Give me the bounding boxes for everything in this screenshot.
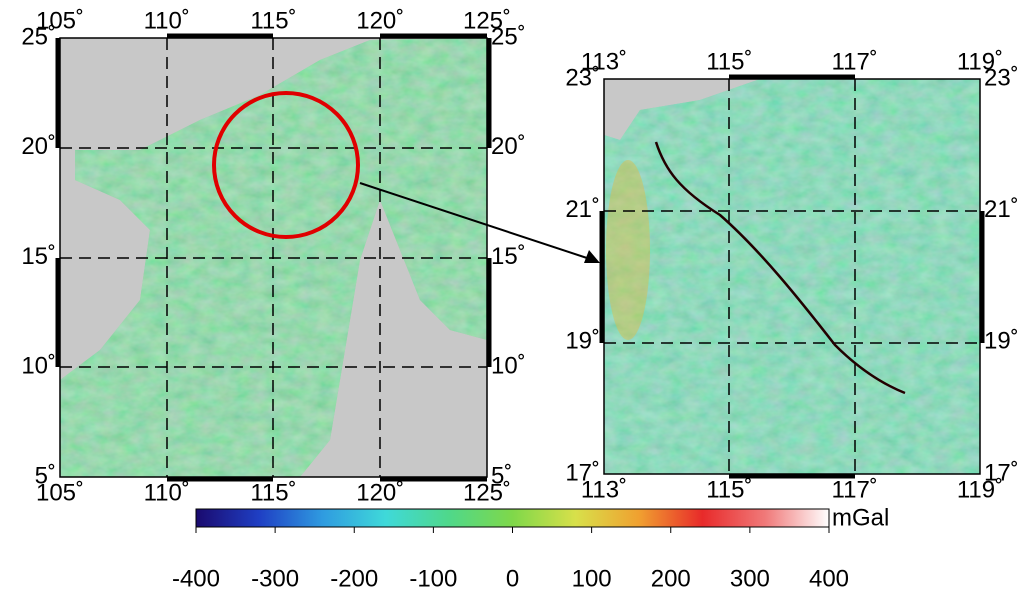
colorbar — [196, 509, 829, 527]
lon-label: 117˚ — [832, 48, 878, 75]
lat-label: 10˚ — [491, 353, 526, 380]
colorbar-tick-label: -400 — [172, 565, 220, 592]
lat-label: 17˚ — [984, 459, 1019, 486]
lat-label: 25˚ — [21, 23, 56, 50]
lat-label: 19˚ — [984, 328, 1019, 355]
lon-label: 115˚ — [706, 48, 752, 75]
lat-label: 15˚ — [491, 243, 526, 270]
colorbar-tick-label: 100 — [572, 565, 612, 592]
anomaly-field — [604, 79, 980, 474]
lon-label: 117˚ — [832, 476, 878, 503]
lat-label: 23˚ — [984, 64, 1019, 91]
figure: mGal 105˚105˚110˚110˚115˚115˚120˚120˚125… — [0, 0, 1030, 594]
lat-label: 10˚ — [21, 353, 56, 380]
lat-label: 17˚ — [565, 459, 600, 486]
lat-label: 23˚ — [565, 64, 600, 91]
lat-label: 20˚ — [491, 133, 526, 160]
lat-label: 5˚ — [35, 462, 56, 489]
lat-label: 25˚ — [491, 23, 526, 50]
lat-label: 21˚ — [565, 196, 600, 223]
lat-label: 5˚ — [491, 462, 512, 489]
lon-label: 115˚ — [706, 476, 752, 503]
colorbar-tick-label: 400 — [809, 565, 849, 592]
lon-label: 110˚ — [144, 7, 190, 34]
lat-label: 21˚ — [984, 196, 1019, 223]
lon-label: 120˚ — [356, 479, 404, 506]
lon-label: 115˚ — [250, 479, 296, 506]
colorbar-tick-label: -200 — [330, 565, 378, 592]
colorbar-tick-label: -300 — [251, 565, 299, 592]
colorbar-tick-label: 300 — [730, 565, 770, 592]
colorbar-tick-label: -100 — [409, 565, 457, 592]
lon-label: 115˚ — [250, 7, 296, 34]
lon-label: 110˚ — [144, 479, 190, 506]
arrow-head — [584, 250, 600, 263]
lon-label: 120˚ — [356, 7, 404, 34]
colorbar-unit: mGal — [832, 504, 889, 531]
lat-label: 20˚ — [21, 133, 56, 160]
lat-label: 19˚ — [565, 328, 600, 355]
colorbar-tick-label: 200 — [651, 565, 691, 592]
colorbar-tick-label: 0 — [506, 565, 519, 592]
lat-label: 15˚ — [21, 243, 56, 270]
